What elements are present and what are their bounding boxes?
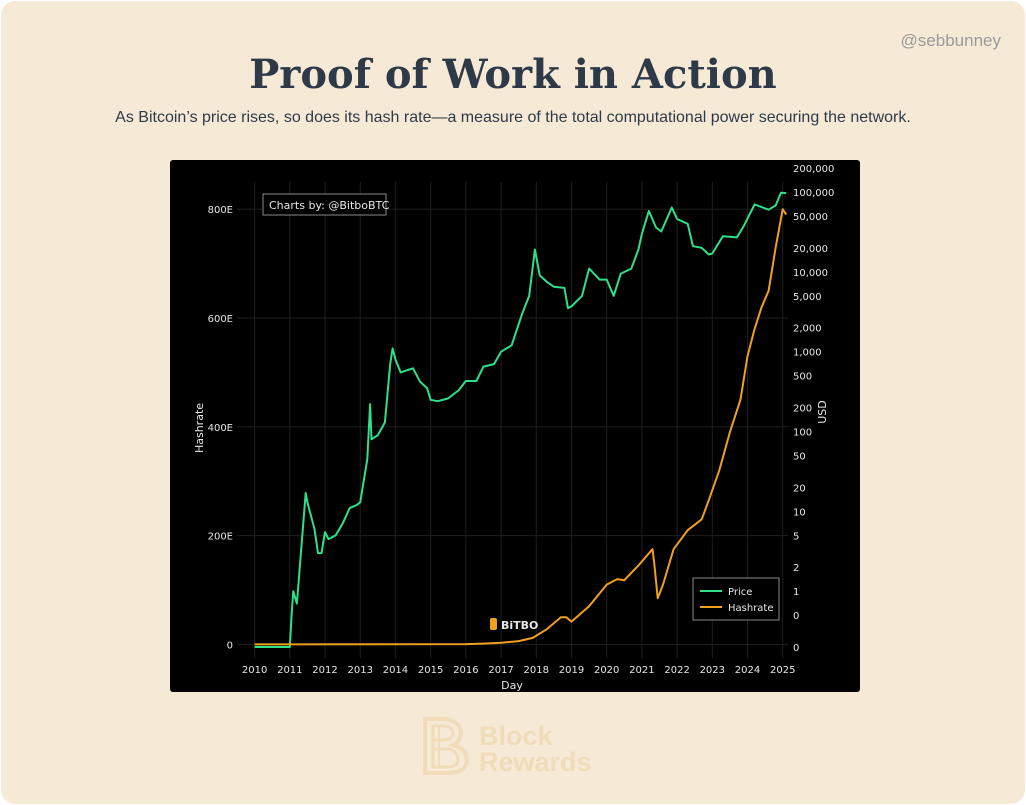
x-tick-label: 2019 [559,665,584,676]
bitbo-watermark: BiTBO [490,618,538,632]
block-rewards-b-icon [423,717,469,775]
x-tick-label: 2020 [594,665,619,676]
left-axis-label: Hashrate [193,403,206,453]
y2-tick-label: 20 [793,483,806,494]
y2-tick-label: 0 [793,643,799,654]
x-tick-label: 2025 [770,665,795,676]
x-tick-label: 2024 [735,665,760,676]
legend: Price Hashrate [692,577,780,621]
x-axis-label: Day [501,679,523,692]
author-handle: @sebbunney [900,31,1001,50]
y2-tick-label: 2 [793,563,799,574]
page-subtitle: As Bitcoin’s price rises, so does its ha… [115,109,911,126]
page-title: Proof of Work in Action [249,51,777,98]
chart-panel: 0 200E 400E 600E 800E 200,000 100,000 50,000 20… [170,160,860,692]
y2-tick-label: 2,000 [793,324,822,335]
legend-label-hashrate: Hashrate [728,603,774,614]
y2-tick-label: 5 [793,531,799,542]
y-tick-label: 600E [208,314,233,325]
y-tick-label: 800E [208,205,233,216]
y2-tick-label: 10,000 [793,268,828,279]
logo-wordmark: Block Rewards [479,721,592,777]
legend-box [692,577,780,621]
y2-tick-label: 100 [793,428,812,439]
x-tick-label: 2014 [383,665,408,676]
series-layer [254,191,788,648]
y2-tick-label: 50,000 [793,212,828,223]
x-tick-label: 2010 [242,665,267,676]
series-line-price [254,191,787,648]
x-axis-ticks: 2010 2011 2012 2013 2014 2015 2016 2017 2018 2019… [242,665,796,676]
x-tick-label: 2012 [312,665,337,676]
chart-credit: Charts by: @BitboBTC [269,199,390,212]
y-tick-label: 0 [227,640,233,651]
x-tick-label: 2011 [277,665,302,676]
block-rewards-logo: Block Rewards [421,717,621,783]
legend-label-price: Price [728,587,752,598]
logo-word-rewards: Rewards [479,747,592,777]
y2-tick-label: 1,000 [793,348,822,359]
y2-tick-label: 20,000 [793,244,828,255]
y2-tick-label: 200,000 [793,164,834,175]
series-line-hashrate [254,208,788,646]
y-tick-label: 400E [208,423,233,434]
right-axis-ticks: 200,000 100,000 50,000 20,000 10,000 5,000 2,0… [793,164,834,654]
watermark-text: BiTBO [501,619,538,632]
y2-tick-label: 50 [793,452,806,463]
y2-tick-label: 0 [793,611,799,622]
x-tick-label: 2015 [418,665,443,676]
right-axis-label: USD [816,400,829,424]
x-tick-label: 2022 [664,665,689,676]
y2-tick-label: 500 [793,372,812,383]
y2-tick-label: 5,000 [793,292,822,303]
y2-tick-label: 200 [793,404,812,415]
logo-word-block: Block [479,721,553,751]
x-tick-label: 2017 [488,665,513,676]
y2-tick-label: 10 [793,507,806,518]
y-tick-label: 200E [208,532,233,543]
bitbo-coin-icon [490,618,497,630]
x-tick-label: 2013 [348,665,373,676]
x-tick-label: 2018 [524,665,549,676]
left-axis-ticks: 0 200E 400E 600E 800E [208,205,233,651]
y2-tick-label: 100,000 [793,188,834,199]
y2-tick-label: 1 [793,587,799,598]
x-tick-label: 2023 [700,665,725,676]
x-tick-label: 2021 [629,665,654,676]
credit-box [262,193,387,216]
x-tick-label: 2016 [453,665,478,676]
